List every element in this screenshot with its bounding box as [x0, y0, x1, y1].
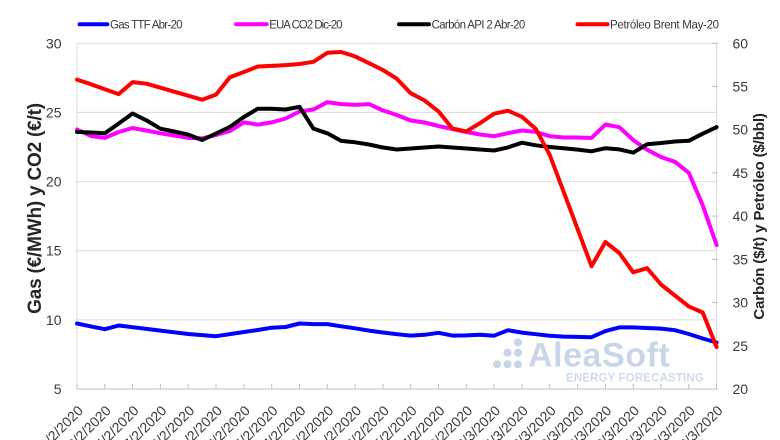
- svg-text:30: 30: [733, 295, 749, 311]
- svg-text:Gas TTF Abr-20: Gas TTF Abr-20: [110, 20, 182, 32]
- svg-text:20: 20: [733, 381, 749, 397]
- svg-text:50: 50: [733, 122, 749, 138]
- svg-text:25: 25: [46, 104, 62, 120]
- svg-text:Carbón API 2 Abr-20: Carbón API 2 Abr-20: [432, 20, 525, 32]
- svg-text:AleaSoft: AleaSoft: [528, 337, 670, 375]
- svg-text:35: 35: [733, 251, 749, 267]
- svg-text:EUA CO2 Dic-20: EUA CO2 Dic-20: [269, 20, 342, 32]
- svg-text:Gas (€/MWh) y CO2 (€/t): Gas (€/MWh) y CO2 (€/t): [25, 103, 46, 314]
- svg-text:60: 60: [733, 35, 749, 51]
- svg-text:25: 25: [733, 338, 749, 354]
- svg-text:20: 20: [46, 174, 62, 190]
- svg-text:5: 5: [54, 381, 62, 397]
- svg-text:15: 15: [46, 243, 62, 259]
- svg-text:Carbón ($/t) y Petróleo ($/bbl: Carbón ($/t) y Petróleo ($/bbl): [751, 113, 768, 320]
- svg-text:30: 30: [46, 35, 62, 51]
- svg-text:ENERGY FORECASTING: ENERGY FORECASTING: [566, 373, 704, 385]
- svg-text:Petróleo Brent May-20: Petróleo Brent May-20: [610, 20, 719, 32]
- svg-text:40: 40: [733, 208, 749, 224]
- svg-text:45: 45: [733, 165, 749, 181]
- svg-text:10: 10: [46, 312, 62, 328]
- svg-text:55: 55: [733, 79, 749, 95]
